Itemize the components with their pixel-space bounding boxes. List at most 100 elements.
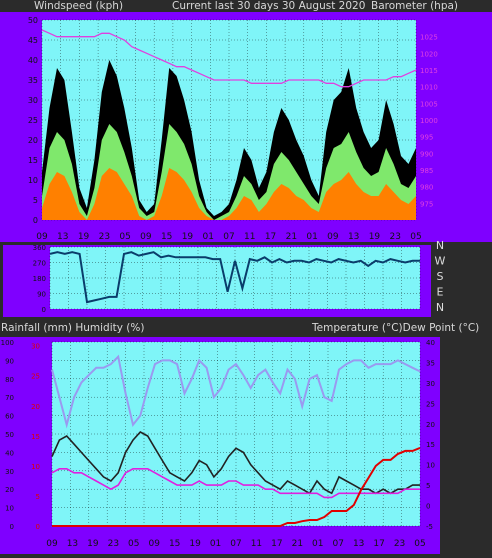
wind-direction-line xyxy=(49,251,420,304)
wind-x-tick-label: 13 xyxy=(348,232,359,242)
humidity-y-tick-label: 80 xyxy=(5,376,14,384)
temperature-y-tick-label: 20 xyxy=(426,421,435,429)
barometer-y-tick-label: 1010 xyxy=(420,84,438,92)
bottom-x-tick-label: 23 xyxy=(108,539,119,549)
humidity-y-tick-label: 70 xyxy=(5,394,14,402)
barometer-y-tick-label: 1015 xyxy=(420,67,438,75)
wind-y-tick-label: 10 xyxy=(28,176,38,185)
temperature-y-tick-label: 5 xyxy=(426,482,430,490)
wind-x-tick-label: 23 xyxy=(99,232,110,242)
direction-y-tick-label: 360 xyxy=(33,244,46,252)
humidity-y-tick-label: 90 xyxy=(5,357,14,365)
bottom-x-tick-label: 13 xyxy=(353,539,364,549)
wind-y-tick-label: 15 xyxy=(28,156,38,165)
compass-label-e: E xyxy=(437,286,444,299)
wind-x-tick-label: 05 xyxy=(119,232,130,242)
bottom-x-tick-label: 07 xyxy=(332,539,343,549)
bottom-x-tick-label: 21 xyxy=(292,539,303,549)
wind-x-tick-label: 19 xyxy=(78,232,90,242)
wind-x-tick-label: 07 xyxy=(223,232,234,242)
rainfall-y-tick-label: 15 xyxy=(31,433,40,441)
compass-label-w: W xyxy=(435,255,446,268)
humidity-y-tick-label: 60 xyxy=(5,413,14,421)
direction-y-tick-label: 180 xyxy=(33,275,46,283)
wind-gust-area xyxy=(42,60,416,220)
wind-x-tick-label: 15 xyxy=(161,232,172,242)
compass-label-s: S xyxy=(437,270,444,283)
wind-x-tick-label: 09 xyxy=(140,232,152,242)
temperature-y-tick-label: 0 xyxy=(426,503,430,511)
bottom-x-tick-label: 17 xyxy=(373,539,384,549)
rainfall-line xyxy=(52,446,421,527)
bottom-x-tick-label: 09 xyxy=(46,539,58,549)
temperature-y-tick-label: 35 xyxy=(426,359,435,367)
barometer-y-tick-label: 1025 xyxy=(420,34,438,42)
wind-y-tick-label: 50 xyxy=(28,16,38,25)
direction-y-tick-label: 0 xyxy=(42,306,46,314)
barometer-axis-title: Barometer (hpa) xyxy=(371,0,459,12)
barometer-y-tick-label: 990 xyxy=(420,150,433,158)
wind-average-area xyxy=(42,124,416,220)
bottom-x-tick-label: 23 xyxy=(394,539,405,549)
bottom-x-tick-label: 09 xyxy=(148,539,160,549)
wind-x-tick-label: 11 xyxy=(244,232,255,242)
wind-x-tick-label: 19 xyxy=(182,232,194,242)
rainfall-y-tick-label: 10 xyxy=(31,463,40,471)
bottom-x-tick-label: 19 xyxy=(189,539,201,549)
wind-y-tick-label: 20 xyxy=(28,136,38,145)
temperature-y-tick-label: 15 xyxy=(426,441,435,449)
humidity-y-tick-label: 20 xyxy=(5,486,14,494)
bottom-x-tick-label: 15 xyxy=(169,539,180,549)
wind-y-tick-label: 0 xyxy=(33,216,38,225)
wind-x-tick-label: 19 xyxy=(369,232,381,242)
wind-x-tick-label: 05 xyxy=(410,232,421,242)
rainfall-y-tick-label: 0 xyxy=(36,523,40,531)
humidity-y-tick-label: 10 xyxy=(5,505,14,513)
bottom-x-tick-label: 07 xyxy=(230,539,241,549)
rainfall-y-tick-label: 25 xyxy=(31,373,40,381)
wind-axis-title: Windspeed (kph) xyxy=(34,0,124,12)
bottom-x-tick-label: 11 xyxy=(251,539,262,549)
rainfall-y-tick-label: 5 xyxy=(36,493,40,501)
temperature-line xyxy=(51,430,420,495)
humidity-y-tick-label: 100 xyxy=(1,339,14,347)
bottom-x-tick-label: 01 xyxy=(312,539,323,549)
wind-x-tick-label: 21 xyxy=(286,232,297,242)
wind-y-tick-label: 30 xyxy=(28,96,38,105)
humidity-line xyxy=(51,354,421,429)
bottom-x-tick-label: 05 xyxy=(128,539,139,549)
humidity-y-tick-label: 30 xyxy=(5,468,14,476)
compass-label-n: N xyxy=(436,301,444,314)
wind-y-tick-label: 40 xyxy=(28,56,38,65)
wind-y-tick-label: 5 xyxy=(33,196,38,205)
wind-x-tick-label: 23 xyxy=(389,232,400,242)
bottom-x-tick-label: 13 xyxy=(67,539,78,549)
wind-y-tick-label: 45 xyxy=(28,36,38,45)
temp-dew-axis-title: Temperature (°C)Dew Point (°C) xyxy=(312,322,480,334)
wind-y-tick-label: 25 xyxy=(28,116,38,125)
wind-x-tick-label: 13 xyxy=(57,232,68,242)
humidity-y-tick-label: 40 xyxy=(5,449,14,457)
rainfall-y-tick-label: 20 xyxy=(31,403,40,411)
temperature-y-tick-label: 40 xyxy=(426,339,435,347)
wind-y-tick-label: 35 xyxy=(28,76,38,85)
temperature-y-tick-label: -5 xyxy=(426,523,433,531)
wind-x-tick-label: 01 xyxy=(306,232,317,242)
barometer-y-tick-label: 985 xyxy=(420,167,433,175)
temperature-y-tick-label: 10 xyxy=(426,462,435,470)
barometer-y-tick-label: 980 xyxy=(420,184,433,192)
wind-x-tick-label: 17 xyxy=(265,232,276,242)
barometer-y-tick-label: 1000 xyxy=(420,117,438,125)
direction-y-tick-label: 90 xyxy=(37,291,46,299)
chart-title: Current last 30 days 30 August 2020 xyxy=(172,0,366,12)
barometer-y-tick-label: 975 xyxy=(420,200,433,208)
bottom-x-tick-label: 01 xyxy=(210,539,221,549)
barometer-y-tick-label: 1020 xyxy=(420,50,438,58)
barometer-y-tick-label: 995 xyxy=(420,134,433,142)
humidity-y-tick-label: 50 xyxy=(5,431,14,439)
chart-layer: 0510152025303540455097598098599099510001… xyxy=(1,16,446,549)
compass-label-n: N xyxy=(436,239,444,252)
temperature-y-tick-label: 30 xyxy=(426,380,435,388)
